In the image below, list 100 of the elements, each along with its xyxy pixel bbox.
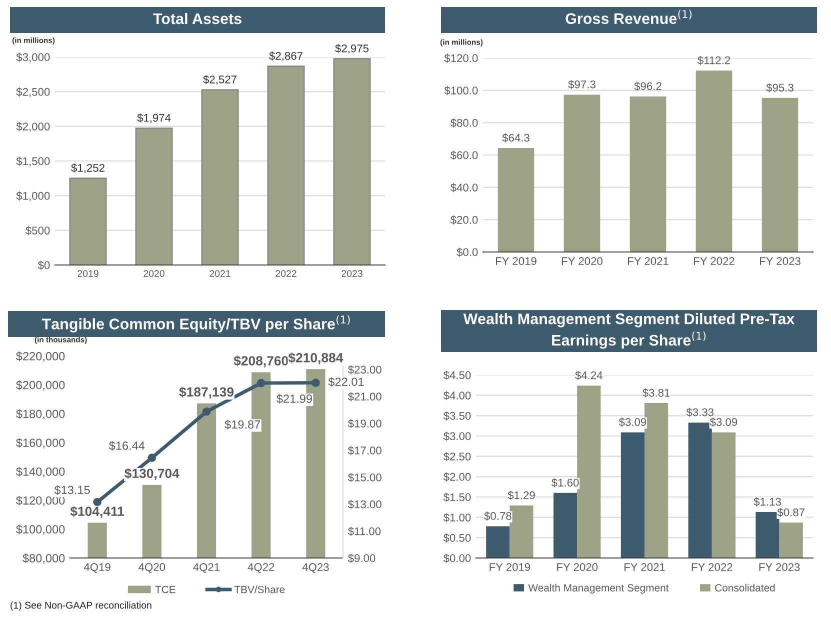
x-tick-label: FY 2020: [562, 257, 602, 266]
x-tick-label: FY 2020: [557, 563, 598, 572]
y-tick-label: $40.0: [450, 183, 478, 192]
data-label: $0.78: [484, 512, 512, 521]
bar: [688, 422, 712, 558]
data-label: $22.01: [328, 377, 364, 387]
x-tick-label: FY 2021: [624, 563, 665, 572]
bar: [69, 178, 107, 265]
x-tick-label: FY 2021: [628, 257, 668, 266]
data-label: $1.13: [754, 497, 781, 506]
data-label: $3.81: [642, 388, 670, 398]
point: [202, 407, 211, 416]
data-label: $2,975: [335, 44, 369, 54]
data-label: $16.44: [108, 441, 145, 451]
y-tick-label: $0.0: [456, 248, 478, 257]
y-tick-label: $0: [38, 260, 50, 270]
bar: [564, 94, 600, 252]
data-label: $95.3: [766, 83, 794, 92]
bar: [498, 148, 534, 252]
x-tick-label: 2022: [276, 270, 296, 277]
y2-tick-label: $13.00: [348, 500, 382, 509]
data-label: $1,252: [71, 163, 104, 174]
bar: [267, 66, 305, 265]
data-label: $13.15: [54, 485, 90, 495]
y-tick-label: $2.50: [443, 452, 471, 462]
y2-tick-label: $11.00: [348, 526, 381, 536]
data-label: $187,139: [179, 386, 234, 399]
point: [312, 378, 320, 387]
bar: [577, 386, 601, 558]
legend-label: TCE: [155, 586, 176, 594]
x-tick-label: 4Q21: [193, 563, 220, 574]
y-tick-label: $160,000: [16, 438, 65, 448]
data-label: $104,411: [70, 506, 124, 518]
y2-tick-label: $21.00: [348, 392, 382, 402]
point: [256, 378, 266, 388]
point: [148, 454, 156, 462]
bar: [333, 58, 371, 265]
y-tick-label: $120.0: [444, 54, 478, 63]
y-tick-label: $20.0: [450, 215, 478, 224]
y-tick-label: $120,000: [16, 496, 65, 506]
y-tick-label: $2,000: [16, 122, 50, 132]
data-label: $3.33: [686, 408, 714, 417]
data-label: $64.3: [502, 133, 530, 142]
bar: [696, 70, 732, 252]
bar: [779, 522, 803, 558]
y-tick-label: $1.50: [443, 492, 471, 502]
x-tick-label: 4Q22: [248, 563, 274, 574]
y2-tick-label: $19.00: [348, 419, 382, 428]
data-label: $2,867: [269, 52, 302, 62]
bar: [486, 526, 510, 558]
data-label: $3.09: [618, 418, 646, 427]
y-tick-label: $2.00: [443, 472, 471, 482]
y-tick-label: $60.0: [450, 150, 478, 160]
data-label: $19.87: [224, 420, 260, 430]
text: (1) See Non-GAAP reconciliation: [10, 602, 152, 611]
data-label: $96.2: [634, 82, 662, 91]
data-label: $21.99: [276, 394, 312, 404]
x-tick-label: 4Q23: [302, 563, 329, 574]
x-tick-label: 2019: [78, 270, 98, 277]
x-tick-label: 4Q19: [84, 563, 110, 574]
chart-title: Tangible Common Equity/TBV per Share$^{(1)}$: [42, 315, 350, 332]
bar: [712, 432, 736, 558]
bar: [644, 403, 668, 558]
data-label: $130,704: [124, 468, 180, 480]
bar: [620, 432, 644, 558]
x-tick-label: 2020: [144, 270, 164, 277]
data-label: $0.87: [777, 508, 804, 517]
x-tick-label: FY 2023: [760, 257, 800, 266]
bar: [762, 98, 798, 252]
y-tick-label: $3,000: [16, 52, 50, 62]
legend-label: Wealth Management Segment: [528, 584, 669, 594]
chart-title: Total Assets: [153, 12, 242, 24]
y-tick-label: $4.00: [443, 391, 471, 400]
bar: [135, 128, 173, 265]
data-label: $208,760: [234, 356, 288, 368]
y-tick-label: $100,000: [16, 524, 65, 535]
y2-tick-label: $23.00: [348, 365, 382, 374]
y-tick-label: $500: [26, 226, 50, 236]
data-label: $112.2: [698, 56, 730, 65]
legend-label: TBV/Share: [234, 586, 285, 594]
y-tick-label: $3.00: [443, 432, 471, 441]
y-tick-label: $80.0: [450, 118, 478, 128]
data-label: $1,974: [137, 113, 171, 124]
y2-tick-label: $9.00: [348, 554, 376, 563]
bar: [630, 96, 666, 252]
y-tick-label: $80,000: [22, 554, 65, 564]
x-tick-label: 4Q20: [138, 563, 166, 574]
y-tick-label: $4.50: [443, 370, 471, 380]
point: [93, 498, 102, 506]
bar: [201, 89, 239, 265]
data-label: $3.09: [710, 418, 738, 427]
bar: [554, 492, 578, 558]
y2-tick-label: $17.00: [348, 446, 382, 456]
chart-title: Wealth Management Segment Diluted Pre-Tax Earnings per Share$^{(1)}$: [463, 313, 795, 349]
y2-tick-label: $15.00: [348, 473, 382, 482]
y-tick-label: $200,000: [16, 380, 65, 391]
y-tick-label: $3.50: [443, 411, 471, 420]
y-tick-label: $0.50: [443, 533, 471, 542]
y-tick-label: $2,500: [16, 87, 50, 98]
y-tick-label: $0.00: [443, 554, 471, 563]
